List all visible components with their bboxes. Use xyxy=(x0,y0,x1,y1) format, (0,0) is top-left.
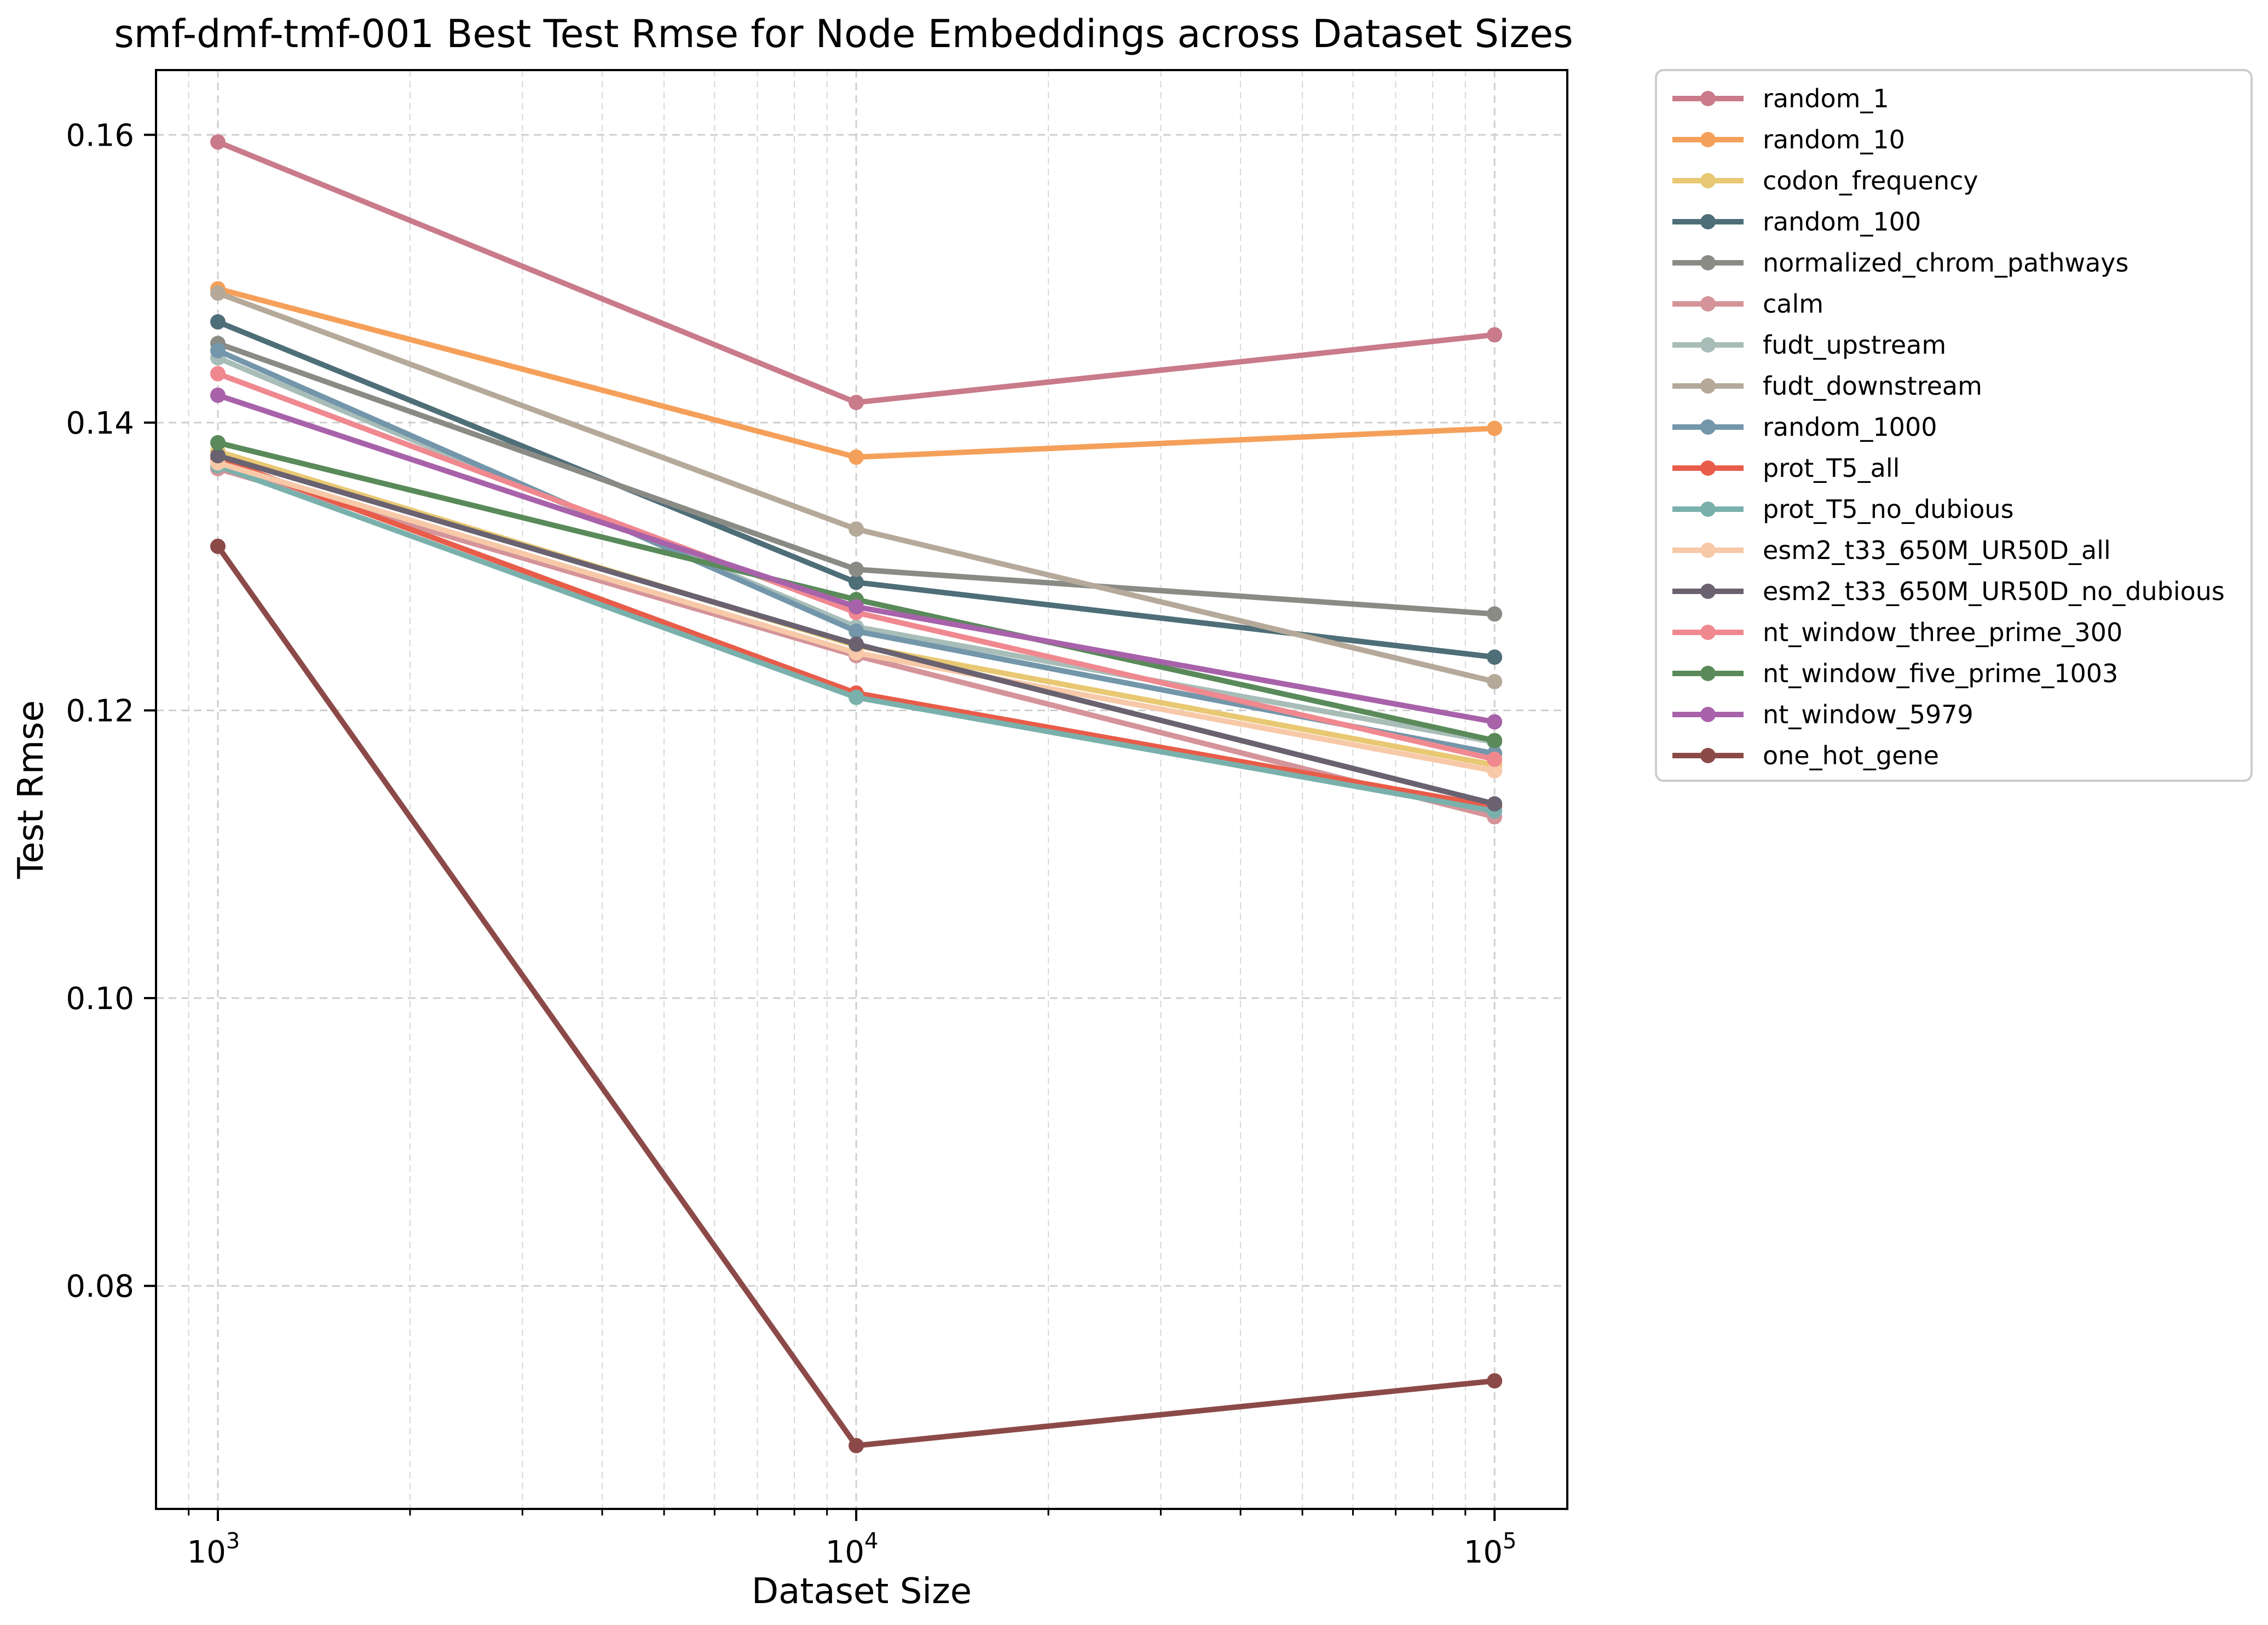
legend-label: fudt_downstream xyxy=(1763,371,1982,401)
data-point xyxy=(1487,733,1503,748)
data-point xyxy=(1487,1373,1503,1389)
legend-label: codon_frequency xyxy=(1763,166,1978,195)
data-point xyxy=(849,636,864,652)
data-point xyxy=(849,521,864,537)
data-point xyxy=(210,343,226,359)
data-point xyxy=(849,449,864,465)
legend-label: esm2_t33_650M_UR50D_all xyxy=(1763,535,2111,565)
chart-title: smf-dmf-tmf-001 Best Test Rmse for Node … xyxy=(114,11,1573,56)
data-point xyxy=(210,314,226,330)
legend-label: nt_window_three_prime_300 xyxy=(1763,618,2122,647)
data-point xyxy=(210,285,226,301)
legend-label: prot_T5_all xyxy=(1763,453,1900,483)
x-tick-label: 104 xyxy=(826,1529,879,1570)
legend-marker xyxy=(1700,625,1716,640)
data-point xyxy=(849,395,864,411)
data-point xyxy=(210,448,226,464)
legend-marker xyxy=(1700,378,1716,394)
legend-marker xyxy=(1700,419,1716,435)
plot-area-frame xyxy=(155,69,1568,1510)
data-point xyxy=(849,599,864,615)
data-point xyxy=(210,366,226,382)
y-tick-label: 0.12 xyxy=(66,693,134,729)
legend-frame xyxy=(1655,69,2253,782)
legend: random_1 random_10 codon_frequency random_1… xyxy=(1655,69,2253,782)
legend-marker xyxy=(1700,748,1716,763)
x-tick-label: 103 xyxy=(187,1529,240,1570)
y-tick-label: 0.08 xyxy=(66,1269,134,1305)
data-point xyxy=(1487,327,1503,343)
legend-marker xyxy=(1700,173,1716,188)
legend-label: fudt_upstream xyxy=(1763,330,1946,360)
legend-label: prot_T5_no_dubious xyxy=(1763,494,2014,524)
data-point xyxy=(1487,649,1503,665)
legend-label: nt_window_five_prime_1003 xyxy=(1763,659,2118,688)
data-point xyxy=(849,1438,864,1454)
data-point xyxy=(849,623,864,639)
data-point xyxy=(1487,606,1503,622)
legend-label: nt_window_5979 xyxy=(1763,700,1973,729)
legend-label: normalized_chrom_pathways xyxy=(1763,248,2128,278)
x-axis-label: Dataset Size xyxy=(752,1571,972,1612)
legend-marker xyxy=(1700,255,1716,270)
x-tick-label: 105 xyxy=(1464,1529,1517,1570)
y-tick-label: 0.10 xyxy=(66,981,134,1017)
data-point xyxy=(1487,673,1503,689)
legend-marker xyxy=(1700,337,1716,353)
y-axis-label: Test Rmse xyxy=(11,700,51,879)
data-point xyxy=(210,134,226,150)
legend-marker xyxy=(1700,666,1716,681)
data-point xyxy=(849,574,864,590)
data-point xyxy=(210,387,226,403)
legend-label: random_10 xyxy=(1763,125,1905,154)
legend-label: random_1 xyxy=(1763,84,1889,113)
grid xyxy=(156,70,1567,1509)
data-point xyxy=(1487,420,1503,436)
data-point xyxy=(1487,763,1503,779)
legend-label: random_100 xyxy=(1763,207,1921,237)
data-point xyxy=(849,561,864,577)
legend-marker xyxy=(1700,707,1716,722)
legend-marker xyxy=(1700,296,1716,312)
axis-ticks: 103 104 105 0.08 0.10 0.12 0.14 0.16 xyxy=(66,118,1516,1570)
legend-label: one_hot_gene xyxy=(1763,741,1939,770)
data-point xyxy=(1487,796,1503,812)
y-tick-label: 0.16 xyxy=(66,118,134,153)
legend-label: esm2_t33_650M_UR50D_no_dubious xyxy=(1763,577,2225,606)
legend-marker xyxy=(1700,132,1716,147)
legend-marker xyxy=(1700,584,1716,599)
data-point xyxy=(849,689,864,705)
data-point xyxy=(1487,714,1503,730)
legend-marker xyxy=(1700,91,1716,106)
legend-marker xyxy=(1700,502,1716,517)
data-point xyxy=(210,435,226,451)
series-lines xyxy=(210,134,1503,1454)
y-tick-label: 0.14 xyxy=(66,406,134,441)
legend-marker xyxy=(1700,543,1716,558)
legend-label: calm xyxy=(1763,289,1823,319)
legend-marker xyxy=(1700,214,1716,229)
data-point xyxy=(210,538,226,554)
legend-marker xyxy=(1700,460,1716,476)
data-point xyxy=(1487,751,1503,767)
legend-label: random_1000 xyxy=(1763,412,1937,442)
